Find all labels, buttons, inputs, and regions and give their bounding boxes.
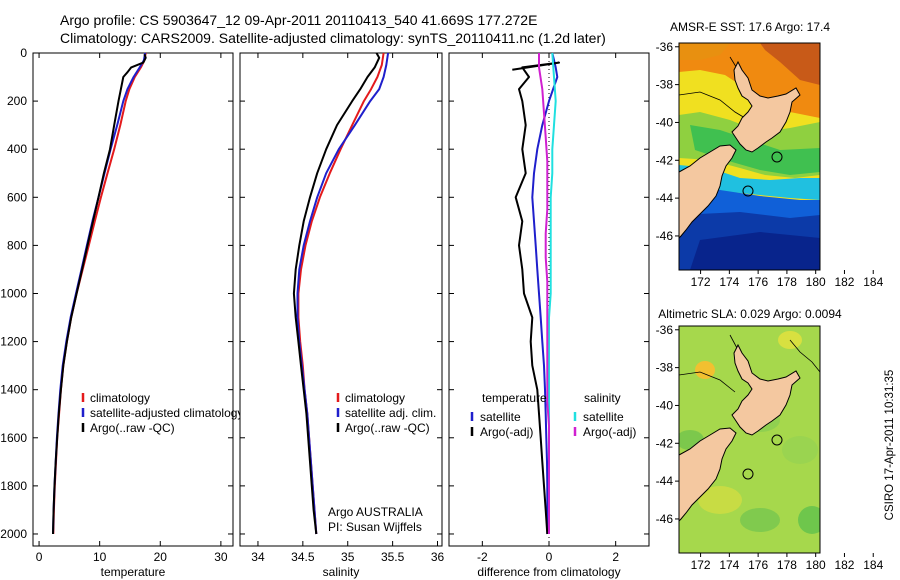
legend-group-title: temperature xyxy=(482,391,547,405)
salinity-series-black xyxy=(292,52,381,535)
y-tick-label: 800 xyxy=(7,238,27,252)
x-tick-label: -2 xyxy=(477,550,488,564)
temperature-series-black xyxy=(52,53,147,535)
map-x-tick-label: 184 xyxy=(863,558,883,572)
legend-label: satellite xyxy=(480,410,521,424)
x-tick-label: 0 xyxy=(36,550,43,564)
y-tick-label: 1200 xyxy=(0,335,27,349)
legend-label: Argo(-adj) xyxy=(583,425,636,439)
y-tick-label: 1400 xyxy=(0,383,27,397)
map-x-tick-label: 176 xyxy=(748,275,768,289)
map-x-tick-label: 176 xyxy=(748,558,768,572)
panel-annotation: Argo AUSTRALIA xyxy=(328,505,423,519)
legend-label: Argo(..raw -QC) xyxy=(90,421,175,435)
map-y-tick-label: -42 xyxy=(656,153,674,167)
map-x-tick-label: 184 xyxy=(863,275,883,289)
y-tick-label: 1600 xyxy=(0,431,27,445)
x-tick-label: 2 xyxy=(612,550,619,564)
x-tick-label: 35 xyxy=(341,550,355,564)
temperature-panel: 0 10 20 30 temperature 0 200 400 600 800 1000 1200 1… xyxy=(0,46,243,579)
difference-series-blue xyxy=(531,52,559,534)
x-axis-label: salinity xyxy=(323,565,360,579)
map-x-tick-label: 178 xyxy=(777,558,797,572)
figure-subtitle: Climatology: CARS2009. Satellite-adjuste… xyxy=(60,30,606,46)
map-y-tick-label: -42 xyxy=(656,436,674,450)
map-x-tick-label: 182 xyxy=(834,558,854,572)
map-x-tick-label: 178 xyxy=(777,275,797,289)
difference-series-magenta xyxy=(538,53,550,534)
x-tick-label: 36 xyxy=(431,550,445,564)
panel-annotation: PI: Susan Wijffels xyxy=(328,520,422,534)
legend-label: Argo(-adj) xyxy=(480,425,533,439)
map-x-tick-label: 182 xyxy=(834,275,854,289)
sla-map-field xyxy=(679,326,820,553)
y-tick-label: 200 xyxy=(7,94,27,108)
map-x-tick-label: 180 xyxy=(806,275,826,289)
legend-label: satellite xyxy=(583,410,624,424)
legend-label: climatology xyxy=(345,391,405,405)
map-x-tick-label: 172 xyxy=(691,558,711,572)
legend-group-title: salinity xyxy=(584,391,621,405)
map-y-tick-label: -38 xyxy=(656,361,674,375)
salinity-axes-frame xyxy=(239,52,443,547)
map-y-tick-label: -44 xyxy=(656,474,674,488)
y-tick-label: 1000 xyxy=(0,286,27,300)
map-y-tick-label: -36 xyxy=(656,40,674,54)
x-tick-label: 20 xyxy=(154,550,168,564)
sla_map-ticks: 172 174 176 178 180 182 184 -36 -38 -40 -42 -44 -46 xyxy=(656,323,884,572)
map-x-tick-label: 174 xyxy=(719,275,739,289)
x-tick-label: 34 xyxy=(251,550,265,564)
x-tick-label: 34.5 xyxy=(291,550,315,564)
sst-map-frame xyxy=(678,42,821,271)
map-y-tick-label: -40 xyxy=(656,398,674,412)
difference-series-black xyxy=(512,61,560,535)
sst_map-ticks: 172 174 176 178 180 182 184 -36 -38 -40 -42 -44 -46 xyxy=(656,40,884,289)
map-x-tick-label: 174 xyxy=(719,558,739,572)
y-tick-label: 600 xyxy=(7,190,27,204)
x-tick-label: 35.5 xyxy=(381,550,405,564)
legend-label: climatology xyxy=(90,391,150,405)
map-y-tick-label: -38 xyxy=(656,78,674,92)
x-tick-label: 0 xyxy=(546,550,553,564)
map-y-tick-label: -46 xyxy=(656,229,674,243)
map-y-tick-label: -44 xyxy=(656,191,674,205)
legend-label: satellite-adjusted climatology xyxy=(90,406,243,420)
salinity-panel: 34 34.5 35 35.5 36 salinity climatologysatelli… xyxy=(239,52,445,579)
credit-label: CSIRO 17-Apr-2011 10:31:35 xyxy=(884,370,896,521)
sst-map-field xyxy=(679,43,820,270)
figure-title: Argo profile: CS 5903647_12 09-Apr-2011 … xyxy=(60,12,538,28)
x-tick-label: 10 xyxy=(93,550,107,564)
map-y-tick-label: -46 xyxy=(656,512,674,526)
y-tick-label: 0 xyxy=(20,46,27,60)
sla-map-title: Altimetric SLA: 0.029 Argo: 0.0094 xyxy=(658,307,842,321)
legend-label: Argo(..raw -QC) xyxy=(345,421,430,435)
sla-map-frame xyxy=(678,325,821,554)
map-y-tick-label: -40 xyxy=(656,115,674,129)
map-y-tick-label: -36 xyxy=(656,323,674,337)
map-x-tick-label: 172 xyxy=(691,275,711,289)
y-tick-label: 1800 xyxy=(0,479,27,493)
sst-map-title: AMSR-E SST: 17.6 Argo: 17.4 xyxy=(670,20,830,34)
x-axis-label: difference from climatology xyxy=(477,565,620,579)
y-tick-label: 2000 xyxy=(0,527,27,541)
map-x-tick-label: 180 xyxy=(806,558,826,572)
temperature-axes-frame xyxy=(32,52,234,547)
legend-label: satellite adj. clim. xyxy=(345,406,436,420)
x-tick-label: 30 xyxy=(214,550,228,564)
x-axis-label: temperature xyxy=(101,565,166,579)
y-tick-label: 400 xyxy=(7,142,27,156)
